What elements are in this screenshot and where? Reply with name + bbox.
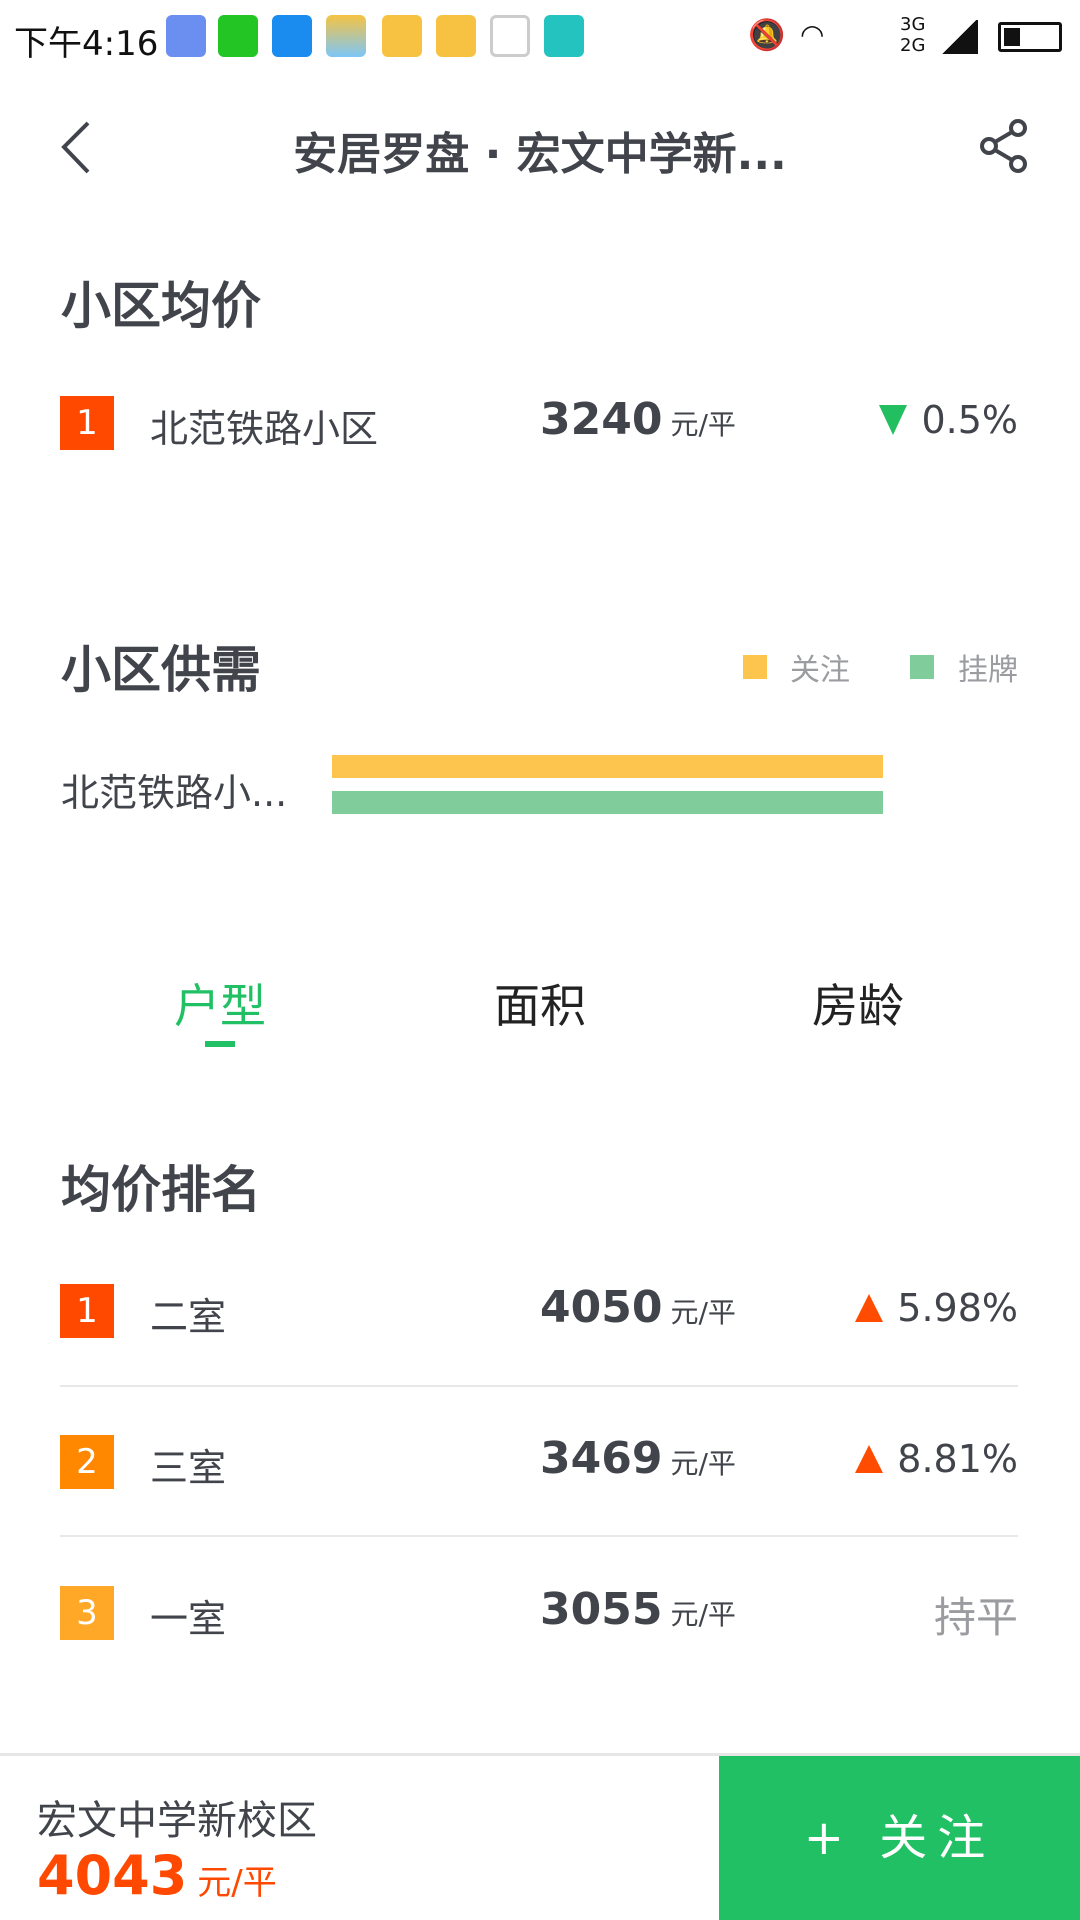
share-icon[interactable] bbox=[978, 118, 1030, 174]
change-value: 持平 bbox=[933, 1593, 1018, 1642]
cleaner-icon bbox=[490, 15, 530, 57]
legend-swatch-attention bbox=[743, 655, 767, 679]
price-value: 3055 元/平 bbox=[540, 1584, 736, 1635]
status-time: 下午4:16 bbox=[14, 24, 159, 64]
supply-heading: 小区供需 bbox=[61, 641, 261, 699]
tab-age[interactable]: 房龄 bbox=[812, 979, 904, 1033]
network-top: 3G bbox=[900, 14, 926, 35]
price-change: 0.5% bbox=[879, 398, 1018, 442]
price-unit: 元/平 bbox=[670, 1296, 736, 1329]
page-title: 安居罗盘 · 宏文中学新... bbox=[293, 129, 787, 180]
price-change: 持平 bbox=[934, 1584, 1018, 1645]
ranking-heading: 均价排名 bbox=[61, 1161, 261, 1219]
wifi-icon: ◠ bbox=[800, 18, 825, 51]
change-value: 8.81% bbox=[897, 1437, 1018, 1481]
price-number: 3469 bbox=[540, 1433, 663, 1484]
room-type: 一室 bbox=[150, 1597, 227, 1641]
rank-badge: 2 bbox=[60, 1435, 114, 1489]
footer-name: 宏文中学新校区 bbox=[37, 1798, 317, 1844]
price-value: 4050 元/平 bbox=[540, 1282, 736, 1333]
legend-swatch-listing bbox=[910, 655, 934, 679]
price-change: 8.81% bbox=[855, 1437, 1018, 1481]
wechat-icon bbox=[218, 15, 258, 57]
price-number: 3055 bbox=[540, 1584, 663, 1635]
attention-bar bbox=[332, 755, 883, 778]
footer-price-unit: 元/平 bbox=[197, 1863, 277, 1903]
room-type: 二室 bbox=[150, 1295, 227, 1339]
price-value: 3240 元/平 bbox=[540, 394, 736, 445]
price-number: 3240 bbox=[540, 394, 663, 445]
active-tab-indicator bbox=[205, 1041, 235, 1047]
legend-attention: 关注 bbox=[790, 653, 850, 688]
folder-icon bbox=[382, 15, 422, 57]
battery-icon bbox=[998, 22, 1062, 52]
price-unit: 元/平 bbox=[670, 408, 736, 441]
avg-price-heading: 小区均价 bbox=[61, 277, 261, 335]
price-change: 5.98% bbox=[855, 1286, 1018, 1330]
change-value: 5.98% bbox=[897, 1286, 1018, 1330]
footer-price: 4043 元/平 bbox=[37, 1844, 277, 1907]
listing-bar bbox=[332, 791, 883, 814]
community-name: 北范铁路小区 bbox=[150, 407, 379, 451]
supply-bar-label: 北范铁路小... bbox=[61, 771, 288, 815]
price-unit: 元/平 bbox=[670, 1598, 736, 1631]
arrow-up-icon bbox=[855, 1294, 884, 1322]
back-icon[interactable] bbox=[58, 120, 98, 175]
chat-app-icon bbox=[166, 15, 206, 57]
folder-icon bbox=[436, 15, 476, 57]
status-bar: 下午4:16 🔕 ◠ 3G 2G bbox=[0, 0, 1080, 75]
rank-badge: 1 bbox=[60, 1284, 114, 1338]
room-type: 三室 bbox=[150, 1446, 227, 1490]
network-type: 3G 2G bbox=[900, 14, 925, 56]
rank-badge: 3 bbox=[60, 1586, 114, 1640]
footer-price-number: 4043 bbox=[37, 1844, 188, 1907]
bottom-bar: 宏文中学新校区 4043 元/平 bbox=[0, 1753, 1080, 1920]
scan-icon bbox=[544, 15, 584, 57]
price-number: 4050 bbox=[540, 1282, 663, 1333]
price-unit: 元/平 bbox=[670, 1447, 736, 1480]
arrow-up-icon bbox=[855, 1445, 884, 1473]
divider bbox=[60, 1385, 1018, 1387]
arrow-down-icon bbox=[879, 405, 908, 435]
follow-button[interactable]: + 关注 bbox=[719, 1756, 1080, 1920]
network-bottom: 2G bbox=[900, 35, 926, 56]
weather-icon bbox=[326, 15, 366, 57]
price-value: 3469 元/平 bbox=[540, 1433, 736, 1484]
signal-icon bbox=[940, 20, 978, 54]
tab-layout[interactable]: 户型 bbox=[174, 979, 266, 1033]
tab-area[interactable]: 面积 bbox=[494, 979, 586, 1033]
divider bbox=[60, 1535, 1018, 1537]
change-value: 0.5% bbox=[921, 398, 1018, 442]
legend-listing: 挂牌 bbox=[958, 653, 1018, 688]
rank-badge: 1 bbox=[60, 396, 114, 450]
mute-bell-icon: 🔕 bbox=[748, 18, 786, 53]
message-icon bbox=[272, 15, 312, 57]
